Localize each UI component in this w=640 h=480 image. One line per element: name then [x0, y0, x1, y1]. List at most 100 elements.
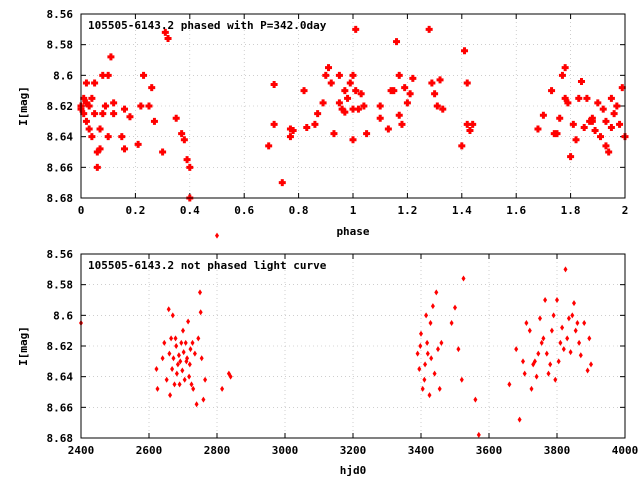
- phased-data-point: [463, 79, 471, 87]
- phased-data-point: [341, 87, 349, 95]
- phased-data-point: [303, 123, 311, 131]
- unphased-data-point: [201, 396, 206, 403]
- unphased-data-point: [186, 318, 191, 325]
- unphased-chart-title: 105505-6143.2 not phased light curve: [88, 259, 327, 272]
- unphased-data-point: [187, 361, 192, 368]
- phased-data-point: [325, 64, 333, 72]
- phased-data-point: [178, 130, 186, 138]
- unphased-data-point: [425, 350, 430, 357]
- unphased-data-point: [578, 352, 583, 359]
- phased-data-point: [85, 125, 93, 133]
- phased-data-point: [80, 94, 88, 102]
- phased-x-tick-label: 1: [350, 204, 357, 217]
- phased-data-point: [376, 114, 384, 122]
- phased-data-point: [186, 163, 194, 171]
- unphased-data-point: [568, 349, 573, 356]
- phased-data-point: [121, 105, 129, 113]
- unphased-data-point: [420, 385, 425, 392]
- phased-data-point: [425, 25, 433, 33]
- phased-data-point: [607, 123, 615, 131]
- phased-y-tick-label: 8.68: [47, 192, 74, 205]
- unphased-data-point: [587, 335, 592, 342]
- unphased-y-tick-label: 8.6: [53, 309, 73, 322]
- phased-data-point: [335, 99, 343, 107]
- unphased-data-point: [429, 355, 434, 362]
- unphased-data-point: [449, 320, 454, 326]
- unphased-data-point: [556, 358, 561, 365]
- phased-data-point: [401, 84, 409, 92]
- unphased-data-point: [196, 335, 201, 342]
- unphased-data-point: [427, 392, 432, 399]
- unphased-data-point: [575, 320, 580, 326]
- phased-data-point: [126, 113, 134, 121]
- phased-data-point: [80, 110, 88, 118]
- unphased-y-axis-label: I[mag]: [17, 326, 30, 366]
- unphased-data-point: [439, 339, 444, 346]
- unphased-y-tick-label: 8.66: [47, 401, 74, 414]
- phased-data-point: [395, 111, 403, 119]
- phased-data-point: [148, 84, 156, 92]
- phased-data-points: [77, 25, 629, 202]
- unphased-data-point: [423, 361, 428, 368]
- unphased-data-point: [181, 327, 185, 334]
- phased-data-point: [594, 99, 602, 107]
- phased-data-point: [180, 136, 188, 144]
- unphased-data-point: [425, 339, 430, 346]
- unphased-data-point: [178, 358, 183, 365]
- unphased-plot-frame: [80, 253, 626, 439]
- phased-x-tick-label: 0.2: [125, 204, 145, 217]
- phased-x-tick-label: 0: [78, 204, 85, 217]
- unphased-data-point: [561, 346, 566, 353]
- unphased-data-point: [183, 339, 188, 346]
- unphased-data-point: [176, 352, 181, 359]
- phased-data-point: [597, 133, 605, 141]
- phased-data-point: [354, 105, 362, 113]
- phased-data-point: [564, 99, 572, 107]
- phased-x-tick-label: 0.6: [234, 204, 254, 217]
- phased-data-point: [88, 94, 96, 102]
- unphased-data-point: [434, 289, 439, 296]
- phased-data-point: [99, 110, 107, 118]
- unphased-data-point: [198, 309, 203, 316]
- unphased-data-point: [199, 355, 204, 362]
- phased-data-point: [346, 79, 354, 87]
- unphased-data-point: [453, 304, 457, 311]
- phased-data-point: [561, 64, 569, 72]
- unphased-data-point: [532, 358, 537, 365]
- phased-data-point: [466, 127, 474, 135]
- unphased-data-point: [527, 327, 532, 334]
- phased-data-point: [458, 142, 466, 150]
- unphased-data-point: [167, 350, 172, 357]
- phased-data-point: [327, 79, 335, 87]
- phased-y-tick-label: 8.6: [53, 69, 73, 82]
- phased-data-point: [164, 35, 172, 43]
- unphased-data-point: [534, 373, 539, 380]
- unphased-grid: [80, 253, 626, 439]
- unphased-data-point: [191, 385, 196, 392]
- unphased-x-tick-label: 3400: [408, 444, 435, 457]
- phased-data-point: [107, 53, 115, 61]
- unphased-data-point: [160, 355, 165, 362]
- phased-data-point: [99, 71, 107, 79]
- phased-data-point: [561, 94, 569, 102]
- unphased-data-point: [174, 370, 179, 377]
- unphased-data-point: [192, 350, 197, 357]
- phased-data-point: [349, 71, 357, 79]
- unphased-x-tick-label: 3200: [340, 444, 367, 457]
- phased-data-point: [322, 71, 330, 79]
- phased-y-axis-label: I[mag]: [17, 86, 30, 126]
- phased-data-point: [352, 87, 360, 95]
- unphased-data-point: [418, 343, 423, 349]
- phased-data-point: [569, 120, 577, 128]
- unphased-data-point: [563, 266, 568, 273]
- phased-data-point: [436, 76, 444, 84]
- phased-data-point: [265, 142, 273, 150]
- phased-data-point: [278, 179, 286, 187]
- phased-light-curve-panel: 0 0.2 0.4 0.6 0.8 1 1.2 1.4 1.6 1.8 2 8.56 8.58 8.6 8.…: [17, 8, 629, 238]
- phased-data-point: [101, 102, 109, 110]
- unphased-data-point: [215, 232, 219, 239]
- phased-data-point: [104, 133, 112, 141]
- phased-data-point: [311, 120, 319, 128]
- unphased-data-point: [572, 300, 576, 307]
